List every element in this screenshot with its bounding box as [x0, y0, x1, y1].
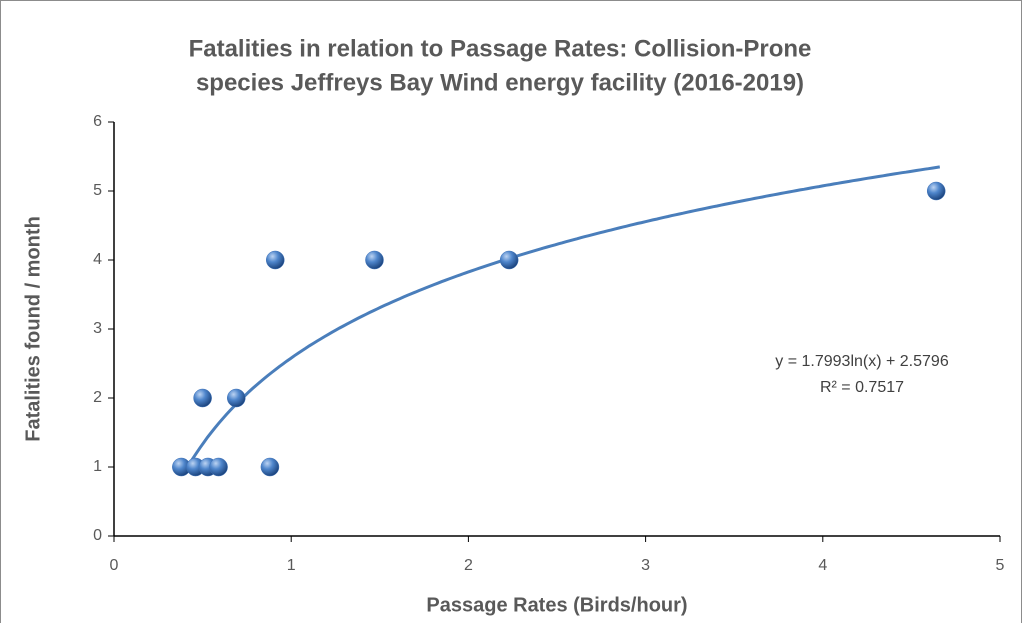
- point: [227, 388, 246, 408]
- point: [266, 250, 285, 270]
- x-axis-label: Passage Rates (Birds/hour): [426, 594, 687, 616]
- trendline-r2: R² = 0.7517: [820, 379, 904, 396]
- y-tick-label: 3: [93, 320, 102, 337]
- trendline: [183, 165, 941, 473]
- point: [365, 250, 384, 270]
- point: [193, 388, 212, 408]
- trendline-equation: y = 1.7993ln(x) + 2.5796: [775, 353, 949, 370]
- point: [260, 457, 280, 477]
- x-tick-label: 0: [110, 557, 119, 574]
- chart-title: species Jeffreys Bay Wind energy facilit…: [196, 69, 804, 96]
- chart-title: Fatalities in relation to Passage Rates:…: [189, 35, 812, 62]
- x-tick-label: 2: [464, 557, 473, 574]
- y-axis-label: Fatalities found / month: [22, 216, 44, 442]
- x-tick-label: 1: [287, 557, 296, 574]
- x-tick-label: 4: [818, 557, 827, 574]
- point: [209, 457, 228, 477]
- y-tick-label: 0: [93, 527, 102, 544]
- y-tick-label: 1: [93, 458, 102, 475]
- point: [926, 181, 946, 201]
- y-tick-label: 2: [93, 389, 102, 406]
- x-tick-label: 5: [996, 557, 1005, 574]
- x-tick-label: 3: [641, 557, 650, 574]
- y-tick-label: 5: [93, 182, 102, 199]
- y-tick-label: 4: [93, 251, 102, 268]
- point: [499, 250, 519, 270]
- y-tick-label: 6: [93, 113, 102, 130]
